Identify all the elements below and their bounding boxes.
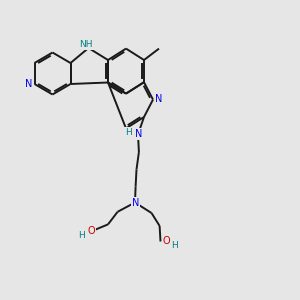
Text: H: H <box>171 242 177 250</box>
Text: N: N <box>135 129 142 139</box>
Text: N: N <box>155 94 163 104</box>
Text: H: H <box>78 231 85 240</box>
Text: O: O <box>87 226 95 236</box>
Text: N: N <box>26 79 33 89</box>
Text: H: H <box>125 128 132 137</box>
Text: N: N <box>132 197 139 208</box>
Text: O: O <box>163 236 170 246</box>
Text: NH: NH <box>79 40 93 49</box>
